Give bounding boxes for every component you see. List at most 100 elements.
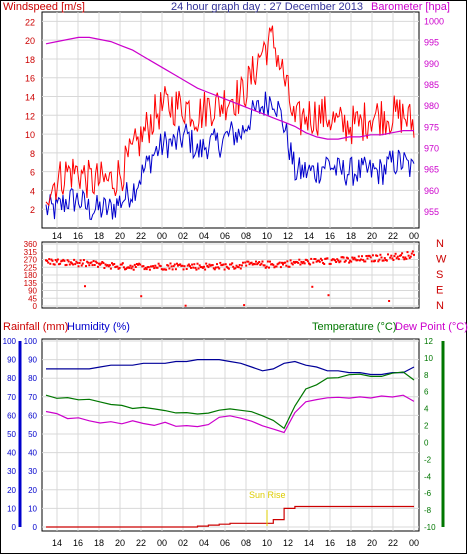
x-tick-label: 08 [241, 538, 251, 548]
direction-point [171, 268, 174, 271]
barometer-tick-label: 980 [424, 101, 439, 111]
x-tick-label: 22 [388, 538, 398, 548]
x-tick-label: 14 [52, 538, 62, 548]
direction-point [218, 267, 221, 270]
direction-point [260, 262, 263, 265]
direction-point [166, 264, 169, 267]
direction-point [143, 268, 146, 271]
direction-point [269, 260, 271, 263]
direction-point [50, 258, 53, 261]
direction-point [206, 265, 209, 267]
direction-point [117, 267, 120, 270]
direction-point [364, 260, 367, 263]
direction-point [356, 259, 359, 262]
direction-point [147, 266, 150, 269]
direction-point [213, 268, 216, 271]
direction-point [289, 259, 292, 262]
direction-point [59, 262, 62, 265]
direction-point [88, 264, 91, 267]
direction-point [214, 266, 217, 269]
direction-point [278, 261, 281, 264]
direction-point [268, 266, 270, 269]
direction-point [108, 264, 111, 267]
humidity-tick-label: 60 [28, 411, 37, 420]
direction-point [390, 254, 393, 257]
direction-point [323, 263, 326, 265]
direction-point [349, 259, 352, 262]
direction-point [382, 259, 385, 262]
direction-point [107, 265, 110, 268]
direction-point [409, 255, 412, 258]
direction-point [65, 263, 68, 266]
direction-point [47, 261, 50, 264]
x-tick-label: 04 [199, 231, 209, 241]
wind-plot-frame [41, 11, 420, 229]
direction-point [158, 264, 161, 267]
direction-point [68, 263, 71, 266]
barometer-tick-label: 955 [424, 207, 439, 217]
windspeed-axis: 22 20 18 16 14 12 10 8 6 4 2 [25, 17, 35, 215]
direction-point [358, 259, 361, 262]
direction-point [362, 258, 365, 261]
direction-point [203, 265, 205, 268]
direction-point [161, 268, 164, 271]
direction-point [361, 255, 363, 258]
humidity-tick-label: 70 [28, 393, 37, 402]
direction-point [396, 255, 399, 258]
direction-point [197, 267, 200, 270]
sunrise-label: Sun Rise [249, 490, 286, 500]
x-tick-label: 10 [262, 231, 272, 241]
direction-point [413, 253, 415, 256]
direction-point [185, 268, 188, 270]
direction-point [401, 252, 404, 255]
direction-tick-label: 225 [24, 263, 38, 272]
direction-point [334, 259, 336, 262]
direction-point [407, 254, 410, 257]
rainfall-tick-label: 100 [3, 337, 17, 346]
direction-tick-label: 45 [28, 294, 37, 303]
direction-point [181, 264, 184, 267]
barometer-tick-label: 975 [424, 122, 439, 132]
direction-point [244, 261, 247, 264]
x-tick-label: 10 [262, 538, 272, 548]
x-tick-label: 06 [220, 231, 230, 241]
x-tick-label: 02 [178, 231, 188, 241]
direction-point [139, 263, 142, 266]
direction-point [306, 260, 309, 263]
direction-point [305, 259, 308, 261]
direction-point [326, 257, 329, 260]
x-tick-label: 06 [220, 538, 230, 548]
direction-point [226, 266, 229, 269]
direction-point [395, 257, 398, 260]
direction-point [263, 264, 266, 267]
direction-point [242, 261, 244, 264]
humidity-tick-label: 40 [28, 449, 37, 458]
direction-point [310, 257, 313, 260]
direction-point [69, 261, 72, 264]
temperature-tick-label: -4 [424, 472, 432, 481]
x-tick-label: 02 [178, 538, 188, 548]
barometer-axis-label: Barometer [hpa] [371, 1, 450, 13]
direction-point [121, 262, 124, 265]
direction-point [193, 263, 196, 266]
direction-point [160, 268, 163, 271]
direction-point [302, 260, 305, 263]
direction-point [327, 294, 330, 297]
direction-point [393, 255, 396, 258]
rainfall-tick-label: 20 [7, 486, 16, 495]
direction-point [186, 264, 189, 267]
direction-point [253, 263, 256, 266]
direction-point [403, 258, 406, 261]
windspeed-tick-label: 2 [30, 205, 35, 215]
direction-tick-label: 90 [28, 287, 37, 296]
direction-point [100, 262, 103, 265]
direction-point [367, 254, 370, 257]
windspeed-tick-label: 22 [25, 17, 35, 27]
direction-point [324, 257, 327, 260]
x-tick-label: 22 [388, 231, 398, 241]
temperature-tick-label: -8 [424, 506, 432, 515]
x-tick-label: 18 [94, 231, 104, 241]
x-tick-label: 00 [409, 231, 419, 241]
